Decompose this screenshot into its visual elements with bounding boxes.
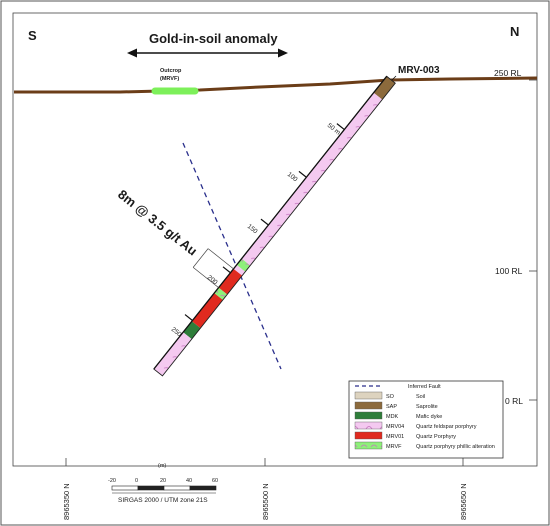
easting-label-1: 8965350 N [62, 483, 71, 520]
scale-tick-label-4: 40 [186, 478, 192, 484]
legend-label-saprolite: Saprolite [416, 404, 438, 410]
topographic-surface [14, 76, 538, 94]
anomaly-arrow [127, 48, 288, 58]
rl-label-100: 100 RL [495, 266, 523, 276]
legend-label-alteration: Quartz porphyry phillic alteration [416, 444, 495, 450]
intercept-bracket-bottom [192, 267, 219, 288]
scale-tick-label-5: 60 [212, 478, 218, 484]
depth-tick-100 [298, 170, 307, 178]
easting-label-2: 8965500 N [261, 483, 270, 520]
legend-code-qfp: MRV04 [386, 424, 404, 430]
legend-swatch-qfp [354, 421, 383, 430]
interval-quartz-porphyry-upper [218, 268, 243, 295]
scale-caption: SIRGAS 2000 / UTM zone 21S [118, 497, 208, 504]
inferred-fault [182, 142, 282, 370]
scale-unit: (m) [158, 463, 166, 469]
drillhole-trace [153, 75, 396, 377]
legend-swatch-saprolite [354, 401, 383, 410]
outcrop-sublabel: (MRVF) [160, 76, 179, 82]
map-frame [12, 12, 538, 467]
legend-code-soil: SO [386, 394, 395, 400]
compass-south: S [28, 28, 37, 43]
depth-label-200: 200 [206, 274, 219, 286]
depth-tick-50 [336, 123, 345, 131]
legend-label-mafic-dyke: Mafic dyke [416, 414, 442, 420]
scale-tick-label-1: -20 [108, 478, 116, 484]
drillhole-name: MRV-003 [398, 65, 440, 76]
interval-quartz-porphyry-lower [191, 293, 223, 329]
interval-saprolite [373, 76, 396, 100]
legend-code-quartz-porphyry: MRV01 [386, 434, 404, 440]
interval-alteration-lower [214, 287, 228, 300]
easting-label-3: 8965650 N [459, 483, 468, 520]
legend-swatch-soil [354, 391, 383, 400]
rl-label-0: 0 RL [505, 396, 523, 406]
legend-swatch-mafic-dyke [354, 411, 383, 420]
rl-label-250: 250 RL [494, 68, 522, 78]
interval-mafic-dyke [183, 321, 201, 340]
outcrop-label: Outcrop [160, 68, 182, 74]
anomaly-label: Gold-in-soil anomaly [149, 31, 278, 46]
depth-tick-250 [184, 314, 193, 321]
scale-tick-label-3: 20 [160, 478, 166, 484]
legend-label-fault: Inferred Fault [408, 384, 441, 390]
legend-swatch-quartz-porphyry [354, 431, 383, 440]
depth-tick-150 [260, 218, 269, 226]
legend-label-soil: Soil [416, 394, 425, 400]
depth-label-100: 100 [286, 171, 299, 183]
legend-code-mafic-dyke: MDK [386, 414, 399, 420]
scale-bar: (m) -20 0 20 40 60 SIRGAS 2000 / UTM zon… [108, 463, 218, 504]
depth-tick-200 [222, 266, 231, 274]
legend-label-quartz-porphyry: Quartz Porphyry [416, 434, 456, 440]
interval-alteration-upper [236, 258, 251, 272]
rl-ticks [529, 79, 537, 401]
legend: Inferred Fault SO Soil SAP Saprolite MDK… [348, 380, 504, 459]
interval-porphyry-mid [233, 264, 246, 276]
drillhole-centerline-left [153, 75, 388, 370]
easting-ticks [65, 458, 464, 466]
scale-tick-label-2: 0 [135, 478, 138, 484]
legend-label-qfp: Quartz feldspar porphyry [416, 424, 477, 430]
depth-label-150: 150 [246, 223, 259, 235]
compass-north: N [510, 24, 519, 39]
interval-porphyry-lower [153, 332, 192, 376]
intercept-label: 8m @ 3.5 g/t Au [115, 187, 200, 259]
depth-label-50: 50 m [326, 122, 342, 136]
legend-code-saprolite: SAP [386, 404, 397, 410]
intercept-bracket-side [192, 248, 209, 268]
intercept-bracket-top [207, 248, 234, 270]
interval-porphyry-upper [241, 92, 383, 266]
legend-code-alteration: MRVF [386, 444, 402, 450]
legend-swatch-alteration [354, 441, 383, 450]
